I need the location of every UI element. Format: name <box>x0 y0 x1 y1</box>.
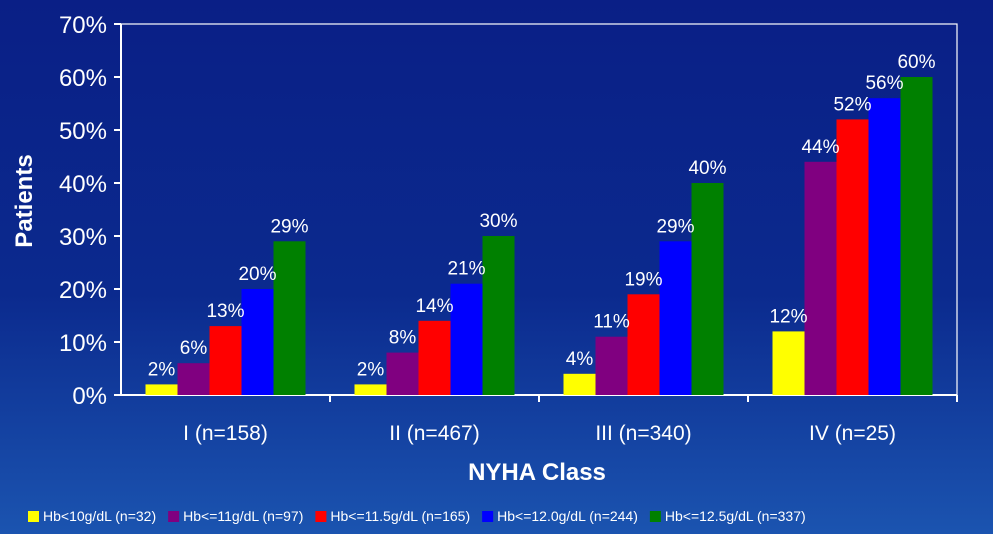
bar <box>241 289 274 395</box>
y-axis-ticks: 0% 10% 20% 30% 40% 50% 60% 70% <box>59 12 121 410</box>
bar-data-label: 4% <box>566 349 594 370</box>
legend-label: Hb<10g/dL (n=32) <box>43 508 156 524</box>
bar <box>145 384 178 395</box>
x-tick-label: III (n=340) <box>595 422 691 445</box>
bar <box>177 363 210 395</box>
bar-data-label: 14% <box>415 296 453 317</box>
bar <box>836 119 869 396</box>
bar <box>868 98 901 395</box>
bar-data-label: 19% <box>624 269 662 290</box>
bar <box>209 326 242 395</box>
bar-data-label: 6% <box>180 338 208 359</box>
bar <box>804 161 837 395</box>
y-tick-label: 50% <box>59 118 107 145</box>
bar <box>482 236 515 395</box>
bar <box>659 241 692 395</box>
bar-data-label: 21% <box>447 259 485 280</box>
legend: Hb<10g/dL (n=32) Hb<=11g/dL (n=97) Hb<=11.… <box>28 508 806 524</box>
x-tick-label: I (n=158) <box>183 422 268 445</box>
legend-swatch <box>168 511 180 522</box>
legend-swatch <box>482 511 494 522</box>
y-tick-label: 20% <box>59 277 107 304</box>
bar-data-label: 52% <box>833 94 871 115</box>
bar-data-label: 44% <box>801 137 839 158</box>
bar <box>691 183 724 395</box>
x-axis-ticks: I (n=158) II (n=467) III (n=340) IV (n=25) <box>183 395 958 445</box>
legend-label: Hb<=12.5g/dL (n=337) <box>665 508 806 524</box>
x-axis-title: NYHA Class <box>468 459 606 486</box>
bar-data-label: 8% <box>389 328 417 349</box>
legend-swatch <box>28 511 39 522</box>
y-tick-label: 40% <box>59 171 107 198</box>
bar <box>900 77 933 395</box>
y-tick-label: 30% <box>59 224 107 251</box>
bar <box>273 241 306 395</box>
legend-swatch <box>315 511 327 522</box>
bar-data-label: 20% <box>238 264 276 285</box>
bar-data-label: 2% <box>357 359 385 380</box>
bar-data-label: 56% <box>865 73 903 94</box>
bar-data-label: 13% <box>206 301 244 322</box>
data-labels: 2%6%13%20%29%2%8%14%21%30%4%11%19%29%40%… <box>148 52 936 380</box>
bar-data-label: 12% <box>769 306 807 327</box>
bar <box>595 336 628 395</box>
legend-label: Hb<=11.5g/dL (n=165) <box>330 508 470 524</box>
bar <box>450 283 483 395</box>
y-tick-label: 0% <box>72 383 107 410</box>
x-tick-label: IV (n=25) <box>809 422 896 445</box>
x-tick-label: II (n=467) <box>389 422 479 445</box>
bar-data-label: 29% <box>656 216 694 237</box>
bar <box>563 373 596 395</box>
bar <box>354 384 387 395</box>
bars <box>145 77 933 396</box>
bar <box>418 320 451 395</box>
bar-data-label: 2% <box>148 359 176 380</box>
bar-data-label: 60% <box>897 52 935 73</box>
bar-data-label: 11% <box>593 312 630 333</box>
legend-label: Hb<=12.0g/dL (n=244) <box>497 508 638 524</box>
y-axis-title: Patients <box>11 154 38 247</box>
bar-data-label: 29% <box>270 216 308 237</box>
bar-data-label: 40% <box>688 158 726 179</box>
legend-label: Hb<=11g/dL (n=97) <box>183 508 303 524</box>
bar <box>627 294 660 395</box>
y-tick-label: 60% <box>59 65 107 92</box>
legend-swatch <box>649 511 661 522</box>
bar-data-label: 30% <box>479 211 517 232</box>
y-tick-label: 70% <box>59 12 107 39</box>
bar <box>386 352 419 395</box>
bar <box>772 331 805 395</box>
y-tick-label: 10% <box>59 330 107 357</box>
